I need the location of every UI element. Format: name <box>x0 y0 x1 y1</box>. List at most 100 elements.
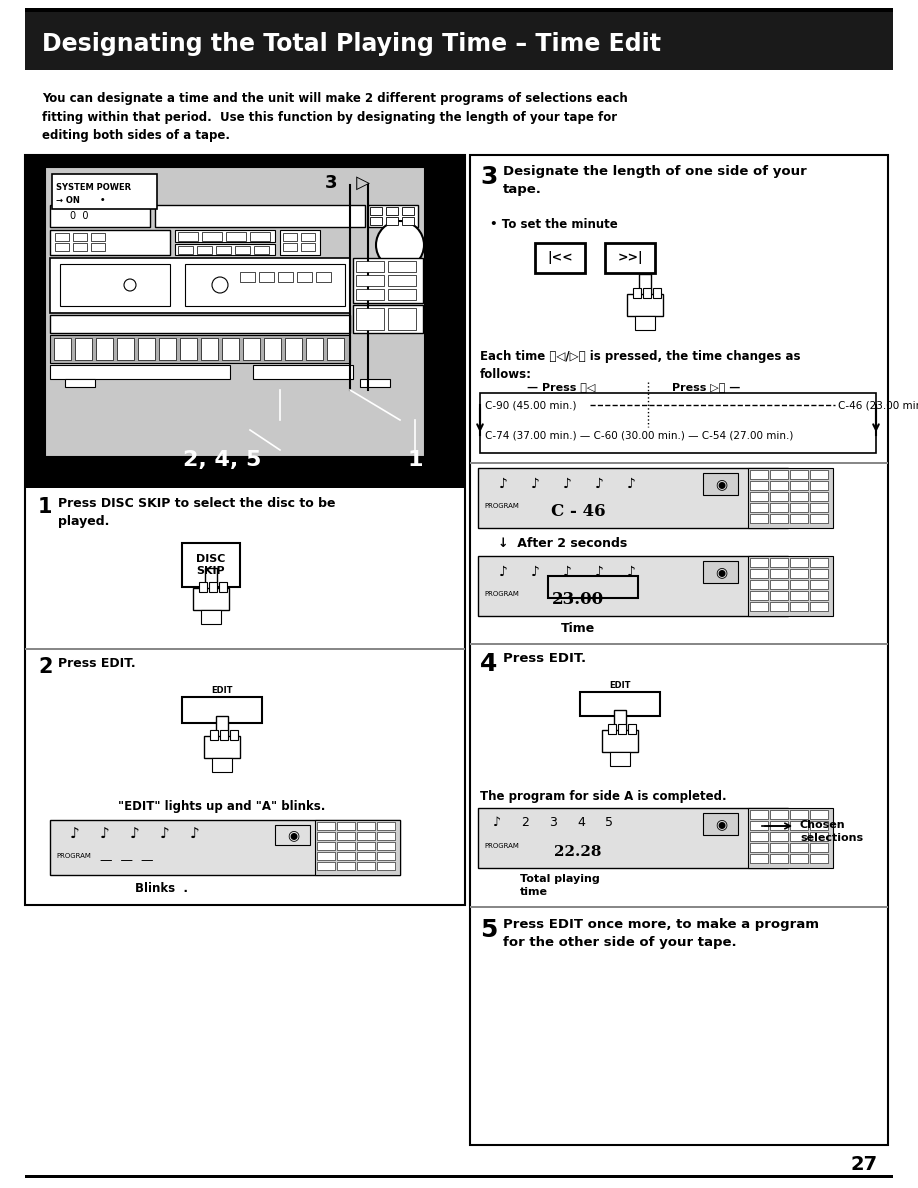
Bar <box>790 492 808 501</box>
Bar <box>370 217 382 225</box>
Bar <box>178 232 198 241</box>
Text: C - 46: C - 46 <box>551 504 605 520</box>
Bar <box>175 230 275 242</box>
Text: 0  0: 0 0 <box>70 211 88 221</box>
Bar <box>254 246 269 254</box>
Bar <box>810 580 828 589</box>
Text: ♪: ♪ <box>190 827 200 841</box>
Bar <box>337 822 355 830</box>
Bar <box>327 339 344 360</box>
Bar <box>65 379 95 387</box>
Bar <box>810 503 828 512</box>
Bar <box>750 580 768 589</box>
Bar <box>402 207 414 215</box>
Bar <box>50 258 350 312</box>
Bar <box>388 274 416 286</box>
Bar <box>810 492 828 501</box>
Text: ↓  After 2 seconds: ↓ After 2 seconds <box>498 537 627 550</box>
Bar <box>388 308 416 330</box>
Bar <box>357 842 375 849</box>
Bar <box>52 173 157 209</box>
Bar <box>50 206 150 227</box>
Bar <box>790 558 808 567</box>
Text: 4: 4 <box>577 815 585 828</box>
Bar <box>810 470 828 479</box>
Bar <box>50 820 400 876</box>
Bar <box>770 492 788 501</box>
Bar <box>356 261 384 272</box>
Text: DISC
SKIP: DISC SKIP <box>196 554 226 576</box>
Bar <box>790 503 808 512</box>
Text: 1: 1 <box>408 450 423 470</box>
Text: EDIT: EDIT <box>211 685 233 695</box>
Bar <box>478 468 788 527</box>
Bar <box>750 481 768 489</box>
Bar <box>750 810 768 819</box>
Bar <box>193 588 229 609</box>
Text: 23.00: 23.00 <box>552 592 604 608</box>
Text: ♪: ♪ <box>595 565 603 579</box>
Bar <box>50 365 230 379</box>
Bar <box>353 258 423 303</box>
Text: PROGRAM: PROGRAM <box>56 853 91 859</box>
Bar <box>205 568 217 593</box>
Bar <box>790 854 808 862</box>
Text: |<<: |<< <box>547 252 573 265</box>
Bar <box>750 832 768 841</box>
Text: Chosen
selections: Chosen selections <box>800 820 863 843</box>
Bar <box>790 569 808 579</box>
Bar <box>770 810 788 819</box>
Bar <box>770 558 788 567</box>
Bar <box>353 305 423 333</box>
Bar <box>55 233 69 241</box>
Bar <box>356 308 384 330</box>
Bar <box>703 813 738 835</box>
Text: ♪: ♪ <box>130 827 140 841</box>
Bar <box>283 244 297 251</box>
Bar <box>235 246 250 254</box>
Bar <box>25 647 465 650</box>
Text: C-46 (23.00 min.): C-46 (23.00 min.) <box>838 400 918 410</box>
Bar <box>610 752 630 766</box>
Text: You can designate a time and the unit will make 2 different programs of selectio: You can designate a time and the unit wi… <box>42 91 628 143</box>
Bar <box>357 852 375 860</box>
Text: ♪: ♪ <box>563 565 571 579</box>
Bar <box>283 233 297 241</box>
Bar <box>810 481 828 489</box>
Bar <box>356 289 384 301</box>
Text: ♪: ♪ <box>531 478 540 491</box>
Bar <box>275 824 310 845</box>
Text: ♪: ♪ <box>498 565 508 579</box>
Bar <box>748 808 833 868</box>
Bar <box>337 862 355 870</box>
Bar <box>770 514 788 523</box>
Text: 22.28: 22.28 <box>554 845 602 859</box>
Bar <box>790 843 808 852</box>
Bar <box>201 609 221 624</box>
Text: Designate the length of one side of your
tape.: Designate the length of one side of your… <box>503 165 807 196</box>
Bar <box>337 852 355 860</box>
Bar <box>25 154 465 485</box>
Bar <box>54 339 71 360</box>
Bar <box>337 832 355 840</box>
Bar <box>317 832 335 840</box>
Text: —  —  —: — — — <box>100 853 153 866</box>
Text: ♪: ♪ <box>493 815 501 828</box>
Bar <box>770 821 788 830</box>
Bar <box>770 580 788 589</box>
Bar <box>240 272 255 282</box>
Text: Press ▷⧁ —: Press ▷⧁ — <box>672 383 741 392</box>
Bar <box>627 293 663 316</box>
Text: 2, 4, 5: 2, 4, 5 <box>183 450 262 470</box>
Bar <box>388 261 416 272</box>
Bar <box>91 244 105 251</box>
Bar <box>810 602 828 611</box>
Bar <box>748 556 833 617</box>
Bar <box>790 832 808 841</box>
Bar <box>201 339 218 360</box>
Circle shape <box>124 279 136 291</box>
Bar <box>810 590 828 600</box>
Bar <box>222 339 239 360</box>
Bar <box>614 710 626 735</box>
Bar <box>810 843 828 852</box>
